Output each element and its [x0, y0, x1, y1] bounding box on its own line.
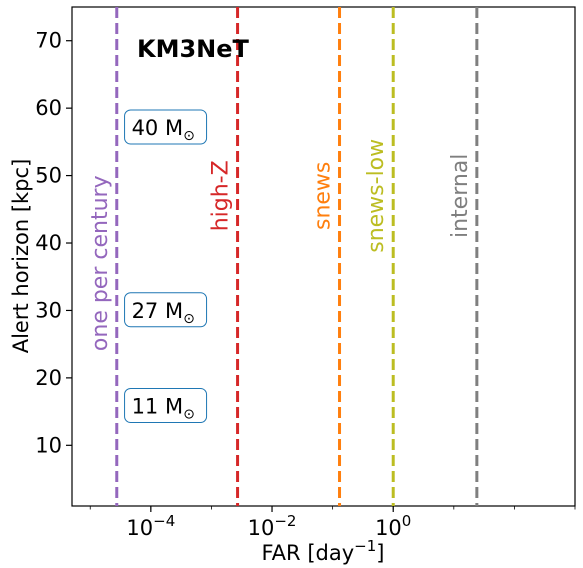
y-tick-label: 10	[35, 433, 62, 457]
y-tick-label: 30	[35, 298, 62, 322]
y-axis-label: Alert horizon [kpc]	[9, 159, 33, 354]
mass-label-box	[124, 292, 208, 328]
vertical-lines: one per century high-Z snews snews-low inter…	[88, 7, 479, 506]
x-axis-ticks: 10−4 10−2 100	[89, 506, 576, 540]
x-tick-label: 100	[375, 512, 411, 540]
plot-area	[71, 6, 576, 507]
y-axis-ticks: 10 20 30 40 50 60 70	[35, 29, 72, 457]
annotations: 40 M⊙ 27 M⊙ 11 M⊙	[124, 109, 208, 424]
y-tick-label: 60	[35, 96, 62, 120]
vline-label: snews-low	[364, 139, 389, 253]
mass-label: 11 M⊙	[132, 395, 195, 423]
mass-label: 27 M⊙	[132, 299, 195, 327]
x-tick-label: 10−4	[126, 512, 175, 540]
x-tick-label: 10−2	[248, 512, 297, 540]
vline-label: one per century	[88, 175, 113, 351]
y-tick-label: 50	[35, 164, 62, 188]
vline-label: internal	[448, 154, 473, 238]
chart-title: KM3NeT	[137, 35, 250, 63]
y-tick-label: 70	[35, 29, 62, 53]
mass-label: 40 M⊙	[132, 116, 195, 144]
y-tick-label: 40	[35, 231, 62, 255]
mass-label-box	[124, 388, 208, 424]
vline-label: snews	[311, 162, 336, 230]
x-axis-label: FAR [day−1]	[262, 537, 385, 565]
vline-label: high-Z	[209, 160, 234, 231]
mass-label-box	[124, 109, 208, 145]
y-tick-label: 20	[35, 366, 62, 390]
